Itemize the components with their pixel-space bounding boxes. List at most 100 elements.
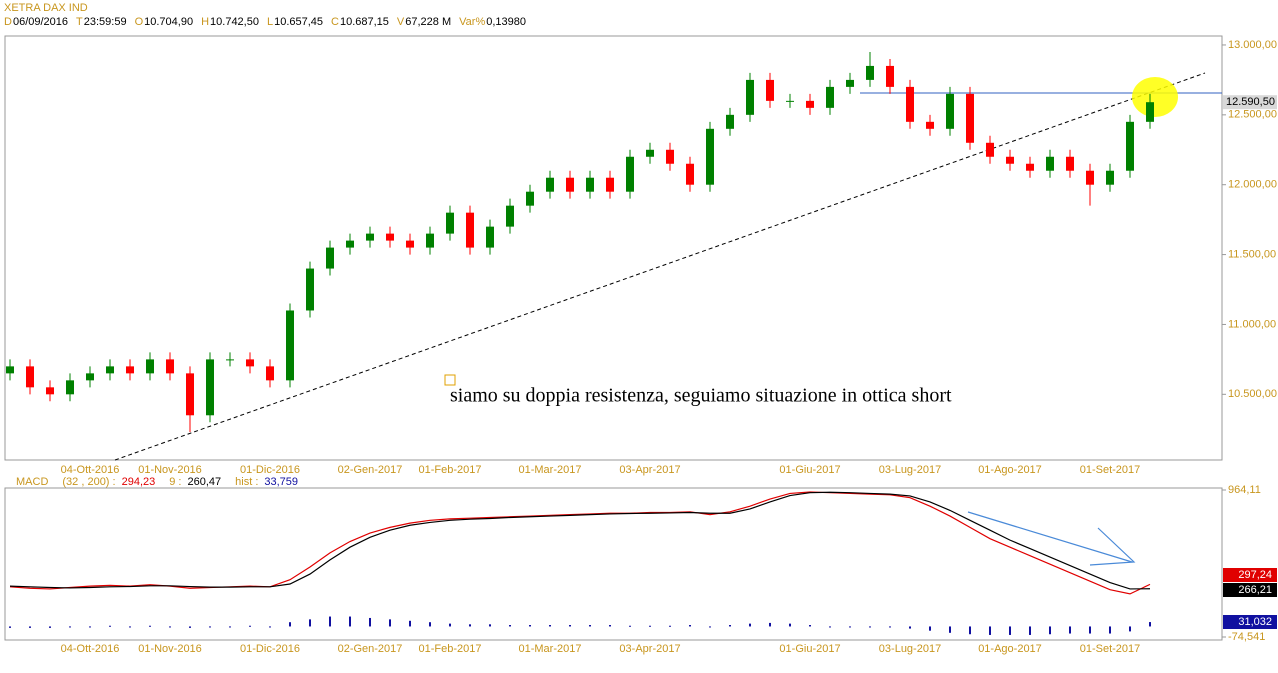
note-marker bbox=[444, 374, 456, 386]
x-tick-label: 01-Nov-2016 bbox=[138, 464, 202, 476]
legend-value: 33,759 bbox=[264, 476, 298, 488]
header-key: T bbox=[76, 16, 83, 28]
header-value: 06/09/2016 bbox=[13, 16, 68, 28]
hist-bar bbox=[129, 626, 131, 628]
x-tick-label: 01-Mar-2017 bbox=[519, 643, 582, 655]
candle-body bbox=[586, 177, 594, 192]
candle-body bbox=[786, 100, 794, 102]
hist-bar bbox=[1009, 626, 1011, 635]
x-tick-label: 04-Ott-2016 bbox=[61, 464, 120, 476]
x-tick-label: 01-Mar-2017 bbox=[519, 464, 582, 476]
candle-body bbox=[366, 233, 374, 241]
x-tick-label: 04-Ott-2016 bbox=[61, 643, 120, 655]
last-price-box bbox=[1223, 95, 1277, 110]
hist-bar bbox=[49, 626, 51, 628]
candle-body bbox=[426, 233, 434, 248]
hist-bar bbox=[69, 626, 71, 628]
candle-body bbox=[486, 226, 494, 248]
last-value-box bbox=[1223, 568, 1277, 582]
header-value: 0,13980 bbox=[486, 16, 526, 28]
header-key: O bbox=[135, 16, 144, 28]
hist-bar bbox=[369, 617, 371, 627]
hist-bar bbox=[709, 626, 711, 628]
candle-body bbox=[566, 177, 574, 192]
hist-bar bbox=[1029, 626, 1031, 635]
hist-bar bbox=[869, 626, 871, 628]
hist-bar bbox=[629, 625, 631, 627]
candle-body bbox=[166, 359, 174, 374]
candle-body bbox=[686, 163, 694, 185]
hist-bar bbox=[849, 626, 851, 628]
price-panel bbox=[4, 35, 1223, 461]
candle-body bbox=[106, 366, 114, 374]
x-tick-label: 01-Giu-2017 bbox=[779, 464, 840, 476]
hist-bar bbox=[509, 625, 511, 627]
y-tick-label: 11.500,00 bbox=[1228, 248, 1276, 260]
hist-bar bbox=[949, 626, 951, 633]
header-key: H bbox=[201, 16, 209, 28]
candle-body bbox=[286, 310, 294, 381]
legend-name: hist : bbox=[235, 476, 258, 488]
hist-bar bbox=[669, 625, 671, 627]
hist-bar bbox=[929, 626, 931, 631]
hist-bar bbox=[9, 626, 11, 628]
hist-bar bbox=[389, 619, 391, 627]
candle-body bbox=[406, 240, 414, 248]
candle-body bbox=[866, 65, 874, 80]
last-price-label: 12.590,50 bbox=[1226, 96, 1275, 108]
hist-bar bbox=[729, 625, 731, 627]
candle-body bbox=[966, 93, 974, 143]
x-tick-label: 01-Set-2017 bbox=[1080, 643, 1141, 655]
macd-title: MACD bbox=[16, 476, 48, 488]
hist-bar bbox=[589, 625, 591, 627]
hist-bar bbox=[429, 622, 431, 627]
header-value: 10.657,45 bbox=[274, 16, 323, 28]
candle-body bbox=[1046, 156, 1054, 171]
hist-bar bbox=[769, 622, 771, 627]
x-tick-label: 02-Gen-2017 bbox=[338, 643, 403, 655]
candle-body bbox=[146, 359, 154, 374]
hist-bar bbox=[149, 625, 151, 627]
y-tick-label: -74,541 bbox=[1228, 631, 1265, 643]
candle-body bbox=[606, 177, 614, 192]
macd-line bbox=[9, 491, 1151, 595]
candle-body bbox=[206, 359, 214, 416]
hist-bar bbox=[1109, 626, 1111, 634]
hist-bar bbox=[909, 626, 911, 629]
candle-body bbox=[846, 79, 854, 87]
hist-bar bbox=[689, 625, 691, 627]
y-tick-label: 964,11 bbox=[1228, 484, 1261, 496]
last-value-box bbox=[1223, 615, 1277, 629]
legend-value: 260,47 bbox=[187, 476, 221, 488]
hist-bar bbox=[789, 623, 791, 627]
hist-bar bbox=[1129, 626, 1131, 632]
x-tick-label: 01-Dic-2016 bbox=[240, 643, 300, 655]
header-value: 23:59:59 bbox=[84, 16, 127, 28]
hist-bar bbox=[469, 624, 471, 627]
candle-body bbox=[886, 65, 894, 87]
y-tick-label: 12.500,00 bbox=[1228, 109, 1277, 121]
candle-body bbox=[526, 191, 534, 206]
hist-bar bbox=[1149, 622, 1151, 627]
x-tick-label: 01-Feb-2017 bbox=[419, 464, 482, 476]
x-tick-label: 03-Lug-2017 bbox=[879, 464, 941, 476]
candle-body bbox=[926, 121, 934, 129]
candle-body bbox=[706, 128, 714, 185]
hist-bar bbox=[209, 626, 211, 628]
hist-bar bbox=[749, 623, 751, 627]
candle-body bbox=[26, 366, 34, 388]
hist-bar bbox=[29, 626, 31, 628]
candle-body bbox=[1026, 163, 1034, 171]
candle-body bbox=[386, 233, 394, 241]
hist-bar bbox=[289, 622, 291, 627]
hist-bar bbox=[89, 626, 91, 628]
candle-body bbox=[666, 149, 674, 164]
hist-bar bbox=[649, 625, 651, 627]
header-key: L bbox=[267, 16, 273, 28]
header-value: 10.704,90 bbox=[144, 16, 193, 28]
candle-body bbox=[1066, 156, 1074, 171]
candle-body bbox=[746, 79, 754, 115]
candle-body bbox=[726, 114, 734, 129]
x-tick-label: 01-Giu-2017 bbox=[779, 643, 840, 655]
